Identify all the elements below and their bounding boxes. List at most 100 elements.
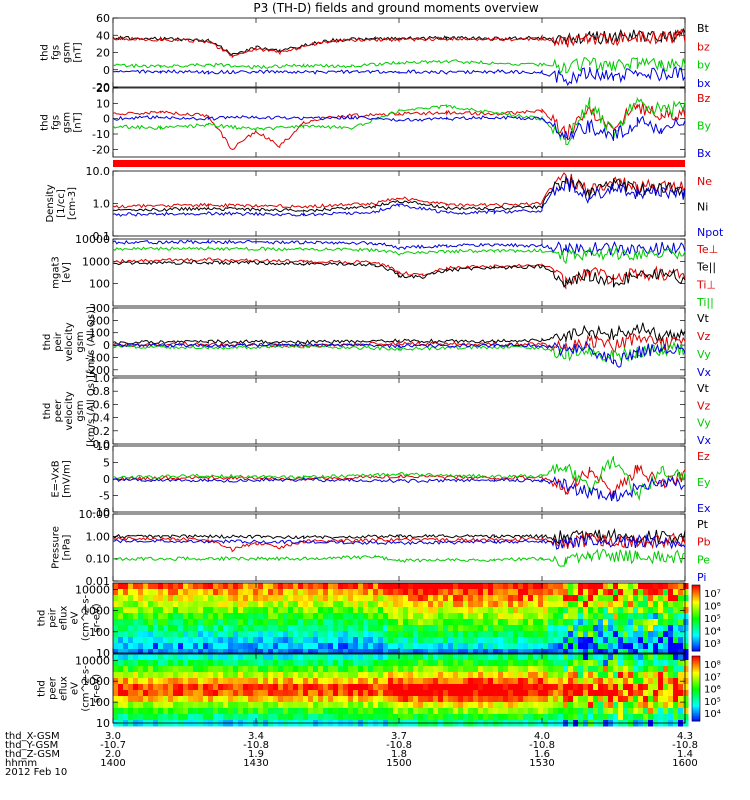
legend-label: Te|| xyxy=(696,261,716,274)
y-tick-label: 100 xyxy=(89,626,110,639)
colorbar-tick-label: 10⁶ xyxy=(704,685,721,696)
y-axis-label: peir xyxy=(48,607,59,627)
legend-label: Ni xyxy=(697,201,708,214)
y-axis-label: peer xyxy=(48,676,59,700)
legend-label: By xyxy=(697,120,712,133)
x-tick-label: 1530 xyxy=(529,758,554,769)
y-tick-label: 5 xyxy=(103,457,110,470)
y-tick-label: 60 xyxy=(96,12,110,25)
y-axis-label: (cm^2-s- xyxy=(81,665,92,712)
y-axis-label: eflux xyxy=(59,676,70,701)
y-tick-label: 10 xyxy=(96,647,110,660)
legend-label: Vx xyxy=(697,434,712,447)
y-tick-label: 0 xyxy=(103,113,110,126)
y-axis-label: fgs xyxy=(51,45,62,60)
x-tick-label: 3.0 xyxy=(105,731,121,742)
x-tick-label: -10.8 xyxy=(243,740,269,751)
x-axis-row-label: 2012 Feb 10 xyxy=(5,767,67,778)
colorbar-tick-label: 10⁴ xyxy=(704,709,721,720)
y-tick-label: -200 xyxy=(85,364,110,377)
legend-label: Bt xyxy=(697,22,710,35)
x-tick-label: 2.0 xyxy=(105,749,121,760)
series-temperature-Ti⊥ xyxy=(112,239,686,257)
x-axis-row-label: thd_X-GSM xyxy=(5,731,60,742)
y-axis-label: (cm^2-s- xyxy=(81,594,92,641)
y-tick-label: 0.0 xyxy=(93,438,111,451)
y-axis-label: thd xyxy=(40,44,51,61)
series-efield-Ex xyxy=(112,475,686,502)
panel-frame xyxy=(112,170,686,237)
y-axis-label: thd xyxy=(37,610,48,627)
y-tick-label: 10000 xyxy=(75,654,110,667)
separator-bar xyxy=(113,160,685,167)
y-tick-label: 10 xyxy=(96,97,110,110)
series-fgs-gsm-bz xyxy=(112,28,686,59)
legend-label: Pe xyxy=(697,553,710,566)
colorbar-tick-label: 10⁵ xyxy=(704,614,721,625)
y-tick-label: 1000 xyxy=(82,675,110,688)
y-axis-label: Pressure xyxy=(51,526,62,569)
y-tick-label: 300 xyxy=(89,302,110,315)
x-tick-label: 1.6 xyxy=(534,749,550,760)
series-temperature-Ti|| xyxy=(112,245,686,264)
series-fgs-gsm-by xyxy=(112,56,686,75)
y-axis-label: thd xyxy=(42,334,53,351)
y-axis-label: [1/cc] xyxy=(56,189,67,218)
series-fgs-gsm-bx xyxy=(112,65,686,87)
y-axis-label: velocity xyxy=(64,391,75,430)
x-tick-label: 1.8 xyxy=(391,749,407,760)
y-tick-label: 1.0 xyxy=(93,372,111,385)
y-tick-label: -10 xyxy=(92,506,110,519)
y-axis-label: gsm xyxy=(75,331,86,352)
y-axis-label: [nPa] xyxy=(62,534,73,560)
y-tick-label: 1000 xyxy=(82,605,110,618)
y-axis-label: peer xyxy=(53,399,64,423)
y-axis-label: Density xyxy=(45,184,56,222)
x-tick-label: 4.3 xyxy=(677,731,693,742)
legend-label: Pb xyxy=(697,536,711,549)
x-tick-label: 1.9 xyxy=(248,749,264,760)
y-axis-label: [km/s (All Qs)] xyxy=(86,306,97,378)
legend-label: Ex xyxy=(697,502,711,515)
spectrogram-peir-spec xyxy=(113,583,689,656)
y-tick-label: -100 xyxy=(85,351,110,364)
y-tick-label: 10000 xyxy=(75,233,110,246)
y-tick-label: 100 xyxy=(89,327,110,340)
legend-label: Vy xyxy=(697,348,711,361)
series-peir-velocity-Vz xyxy=(112,332,686,354)
colorbar-tick-label: 10⁴ xyxy=(704,627,721,638)
y-axis-label: thd xyxy=(40,114,51,131)
y-tick-label: 40 xyxy=(96,29,110,42)
series-peir-velocity-Vx xyxy=(112,340,686,368)
series-pressure-Pb xyxy=(112,532,686,553)
x-tick-label: 1.4 xyxy=(677,749,693,760)
y-axis-label: [eV] xyxy=(62,262,73,283)
figure-title: P3 (TH-D) fields and ground moments over… xyxy=(253,1,538,15)
x-tick-label: -10.7 xyxy=(100,740,126,751)
y-tick-label: 100 xyxy=(89,278,110,291)
panel-temperature: 10000 1000 100 mgat3 [eV] Te⊥ Te|| Ti⊥ Ti|| xyxy=(51,233,719,309)
x-tick-label: 1600 xyxy=(672,758,697,769)
y-axis-label: sr-eV) xyxy=(92,603,103,632)
y-tick-label: -10 xyxy=(92,128,110,141)
colorbar-tick-label: 10⁶ xyxy=(704,602,721,613)
y-tick-label: 0 xyxy=(103,64,110,77)
series-efield-Ey xyxy=(112,456,686,502)
legend-label: Vt xyxy=(697,382,710,395)
y-tick-label: 10 xyxy=(96,440,110,453)
panel-frame xyxy=(112,513,686,582)
y-axis-label: fgs xyxy=(51,115,62,130)
y-tick-label: 100 xyxy=(89,696,110,709)
legend-label: Vy xyxy=(697,417,711,430)
series-density-Ne xyxy=(112,172,686,209)
x-axis-row-label: hhmm xyxy=(5,758,37,769)
y-tick-label: 10.00 xyxy=(79,508,111,521)
x-tick-label: -10.8 xyxy=(529,740,555,751)
y-axis-label: velocity xyxy=(64,322,75,361)
legend-label: Ey xyxy=(697,476,711,489)
